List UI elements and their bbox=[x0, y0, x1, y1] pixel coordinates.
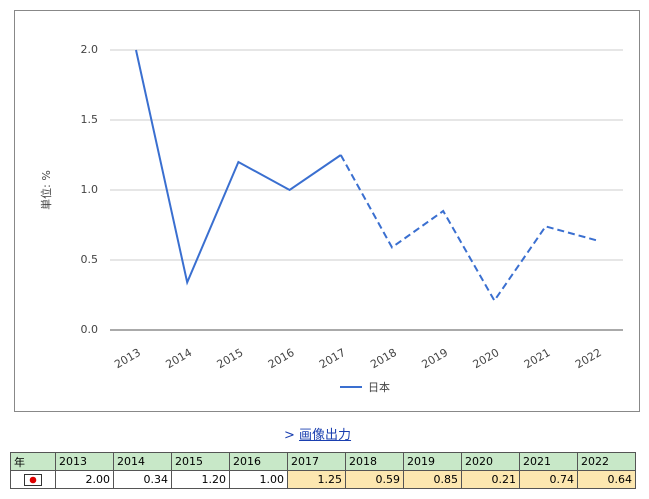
flag-cell bbox=[10, 470, 56, 489]
flag bbox=[24, 474, 42, 486]
data-table: 年 2013 2014 2015 2016 2017 2018 2019 2020 2021 202… bbox=[10, 452, 636, 489]
header-cell: 2018 bbox=[345, 452, 404, 471]
y-tick-label: 1.5 bbox=[81, 113, 99, 126]
header-cell: 年 bbox=[10, 452, 56, 471]
value-cell: 1.25 bbox=[287, 470, 346, 489]
header-cell: 2020 bbox=[461, 452, 520, 471]
y-tick-label: 0.5 bbox=[81, 253, 99, 266]
header-cell: 2017 bbox=[287, 452, 346, 471]
value-cell: 1.20 bbox=[171, 470, 230, 489]
value-cell: 0.64 bbox=[577, 470, 636, 489]
value-cell: 2.00 bbox=[55, 470, 114, 489]
header-cell: 2014 bbox=[113, 452, 172, 471]
y-axis-label: 単位: % bbox=[39, 170, 53, 210]
value-row: 2.00 0.34 1.20 1.00 1.25 0.59 0.85 0.21 0.74 0.64 bbox=[10, 470, 636, 489]
chart-frame bbox=[14, 10, 640, 412]
header-row: 年 2013 2014 2015 2016 2017 2018 2019 2020 2021 202… bbox=[10, 452, 636, 471]
header-cell: 2022 bbox=[577, 452, 636, 471]
y-tick-label: 1.0 bbox=[81, 183, 99, 196]
value-cell: 1.00 bbox=[229, 470, 288, 489]
header-cell: 2013 bbox=[55, 452, 114, 471]
value-cell: 0.85 bbox=[403, 470, 462, 489]
export-link[interactable]: > 画像出力 bbox=[284, 428, 352, 443]
legend-label: 日本 bbox=[368, 380, 390, 394]
value-cell: 0.59 bbox=[345, 470, 404, 489]
value-cell: 0.74 bbox=[519, 470, 578, 489]
value-cell: 0.34 bbox=[113, 470, 172, 489]
export-link-text[interactable]: 画像出力 bbox=[299, 428, 352, 443]
header-cell: 2021 bbox=[519, 452, 578, 471]
line bbox=[135, 49, 342, 286]
line bbox=[339, 154, 598, 303]
header-cell: 2016 bbox=[229, 452, 288, 471]
y-tick-label: 2.0 bbox=[81, 43, 99, 56]
header-cell: 2015 bbox=[171, 452, 230, 471]
header-cell: 2019 bbox=[403, 452, 462, 471]
value-cell: 0.21 bbox=[461, 470, 520, 489]
y-tick-label: 0.0 bbox=[81, 323, 99, 336]
